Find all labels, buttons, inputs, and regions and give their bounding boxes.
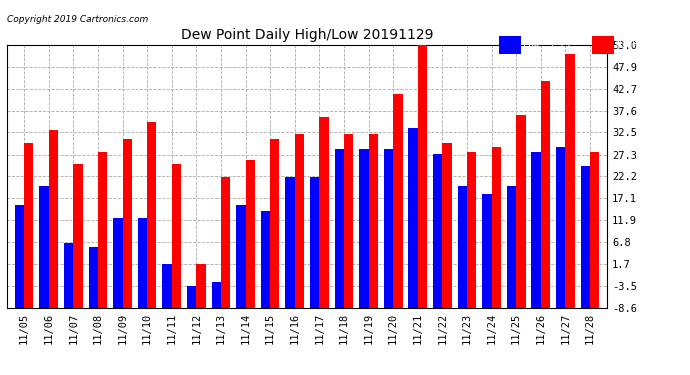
Bar (14, 205, 24, 308)
Bar (417, 45, 427, 308)
Bar (408, 128, 417, 308)
Bar (491, 147, 501, 308)
Bar (516, 116, 526, 308)
Bar (335, 149, 344, 308)
Bar (162, 264, 172, 308)
Bar (221, 177, 230, 308)
Bar (310, 177, 319, 308)
Bar (344, 135, 353, 308)
Bar (541, 81, 550, 308)
Text: High  (°F): High (°F) (616, 40, 670, 50)
Bar (384, 149, 393, 308)
Bar (319, 117, 328, 308)
Text: Copyright 2019 Cartronics.com: Copyright 2019 Cartronics.com (7, 15, 148, 24)
Bar (286, 177, 295, 308)
Bar (442, 143, 452, 308)
Text: Low  (°F): Low (°F) (523, 40, 571, 50)
Bar (393, 94, 402, 308)
Bar (590, 152, 600, 308)
Bar (457, 186, 467, 308)
Bar (212, 282, 221, 308)
Bar (565, 54, 575, 307)
Bar (467, 152, 476, 308)
Bar (197, 264, 206, 308)
Bar (187, 286, 197, 308)
Bar (73, 164, 83, 308)
Bar (113, 217, 123, 308)
Bar (123, 139, 132, 308)
Bar (295, 135, 304, 308)
Bar (88, 248, 98, 308)
Bar (246, 160, 255, 308)
Bar (433, 154, 442, 308)
Bar (499, 36, 521, 54)
Bar (507, 186, 516, 308)
Bar (236, 205, 246, 308)
Title: Dew Point Daily High/Low 20191129: Dew Point Daily High/Low 20191129 (181, 28, 433, 42)
Bar (270, 139, 279, 308)
Bar (64, 243, 73, 308)
Bar (482, 194, 491, 308)
Bar (98, 152, 107, 308)
Bar (49, 130, 58, 308)
Bar (172, 164, 181, 308)
Bar (556, 147, 565, 308)
Bar (592, 36, 614, 54)
Bar (147, 122, 157, 308)
Bar (531, 152, 541, 308)
Bar (24, 143, 34, 308)
Bar (580, 166, 590, 308)
Bar (261, 211, 270, 308)
Bar (39, 186, 49, 308)
Bar (368, 135, 378, 308)
Bar (359, 149, 368, 308)
Bar (138, 217, 147, 308)
